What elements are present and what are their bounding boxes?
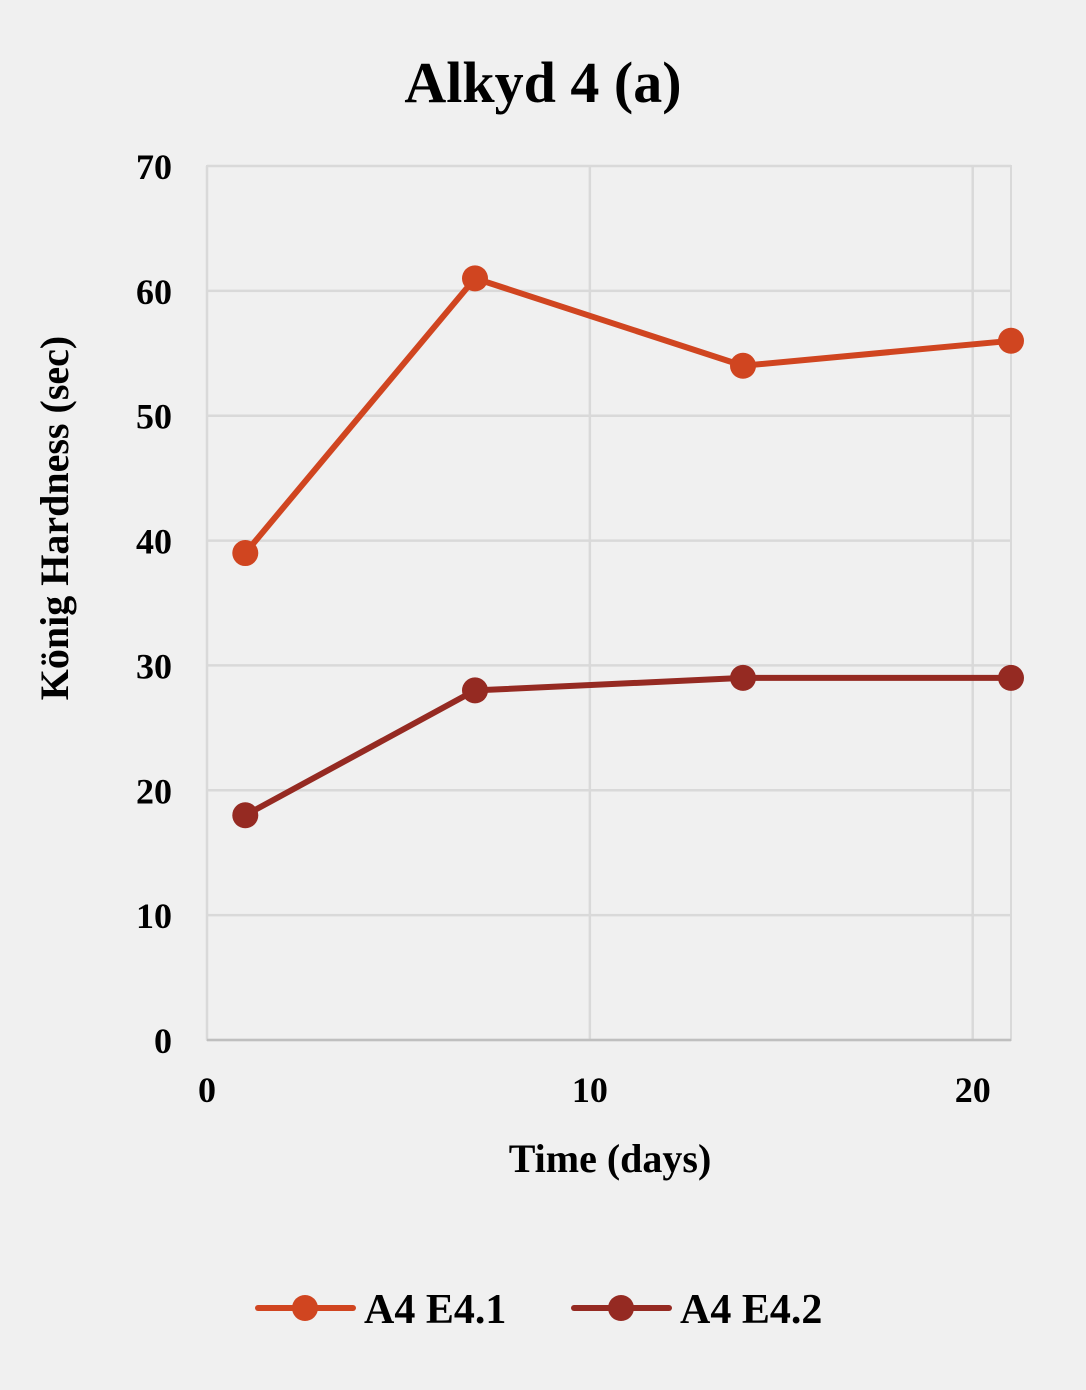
x-tick-label: 0 xyxy=(198,1070,216,1110)
y-tick-label: 30 xyxy=(136,646,172,686)
data-point xyxy=(730,352,756,379)
series-line-1 xyxy=(242,275,1012,555)
plot-area xyxy=(206,165,1012,1041)
y-tick-label: 70 xyxy=(136,147,172,187)
chart-title: Alkyd 4 (a) xyxy=(404,50,681,115)
y-axis-label: König Hardness (sec) xyxy=(32,336,77,700)
y-tick-label: 20 xyxy=(136,771,172,811)
data-point xyxy=(998,327,1024,354)
x-axis-label: Time (days) xyxy=(509,1136,712,1181)
legend-label: A4 E4.2 xyxy=(680,1287,822,1333)
data-point xyxy=(998,664,1024,691)
x-tick-label: 10 xyxy=(572,1070,608,1110)
data-point xyxy=(232,802,259,829)
series-line-2 xyxy=(243,674,1011,818)
y-tick-label: 40 xyxy=(136,522,172,562)
legend-label: A4 E4.1 xyxy=(364,1287,506,1333)
y-tick-label: 60 xyxy=(136,272,172,312)
legend-marker xyxy=(608,1295,634,1321)
data-point xyxy=(730,664,756,691)
data-point xyxy=(462,677,488,704)
data-point xyxy=(462,265,488,292)
y-tick-label: 0 xyxy=(154,1021,172,1061)
y-tick-label: 10 xyxy=(136,896,172,936)
legend-marker xyxy=(292,1295,318,1321)
x-tick-label: 20 xyxy=(955,1070,991,1110)
data-point xyxy=(232,540,259,567)
y-tick-label: 50 xyxy=(136,397,172,437)
